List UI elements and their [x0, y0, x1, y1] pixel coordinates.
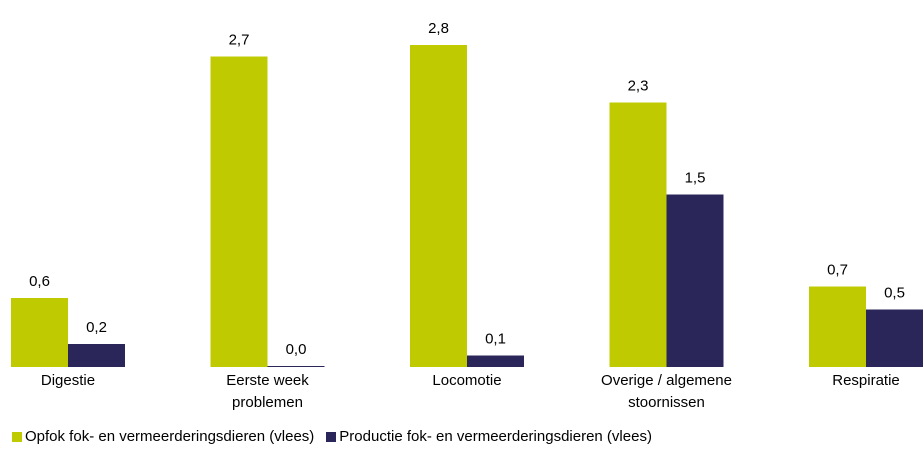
data-label: 2,3	[628, 78, 649, 95]
bar	[809, 286, 866, 367]
legend-item: Productie fok- en vermeerderingsdieren (…	[326, 428, 652, 445]
legend-swatch	[12, 431, 22, 442]
x-tick-label: Digestie	[40, 372, 96, 389]
bar	[68, 344, 125, 367]
data-label: 0,2	[86, 319, 107, 336]
data-label: 0,0	[286, 341, 307, 358]
bar	[410, 45, 467, 367]
legend-swatch	[326, 431, 337, 442]
x-tick-label: Overige / algemene stoornissen	[601, 372, 732, 411]
data-label: 0,6	[29, 273, 50, 290]
legend-label: Productie fok- en vermeerderingsdieren (…	[339, 428, 652, 445]
x-tick-label: Respiratie	[832, 372, 900, 389]
bar	[11, 298, 68, 367]
bar	[267, 366, 325, 367]
bar	[609, 102, 667, 367]
x-tick-label: Locomotie	[432, 372, 502, 389]
data-label: 0,1	[485, 331, 506, 348]
data-label: 0,7	[827, 262, 848, 279]
bar	[666, 194, 724, 367]
legend-item: Opfok fok- en vermeerderingsdieren (vlee…	[12, 428, 314, 445]
data-label: 2,7	[229, 32, 250, 49]
legend: Opfok fok- en vermeerderingsdieren (vlee…	[12, 428, 652, 445]
legend-label: Opfok fok- en vermeerderingsdieren (vlee…	[25, 428, 315, 445]
bar	[467, 355, 524, 367]
plot: 0,6 0,2 2,7 0,0 2,8 0,1 2,3 1,5 0,7 0,5	[11, 20, 923, 367]
data-label: 2,8	[428, 20, 449, 37]
bar	[866, 309, 923, 367]
data-label: 0,5	[884, 285, 905, 302]
x-tick-label: Eerste week problemen	[226, 372, 309, 411]
data-label: 1,5	[685, 170, 706, 187]
bar	[210, 56, 268, 367]
